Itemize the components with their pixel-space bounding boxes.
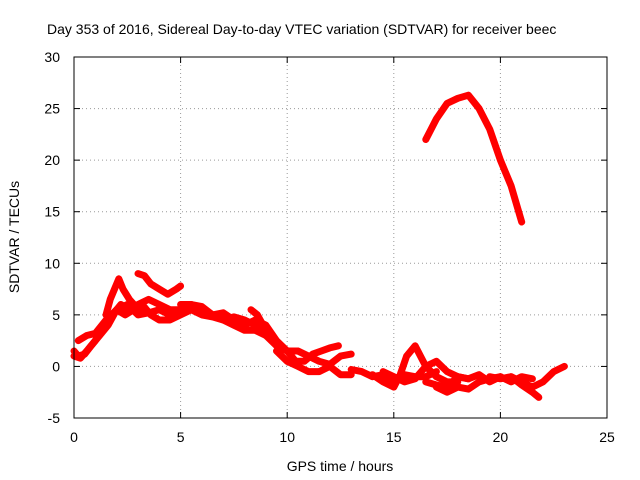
y-tick-label-0: -5 — [48, 410, 61, 426]
y-tick-label-2: 5 — [52, 307, 60, 323]
x-tick-label-2: 10 — [279, 429, 295, 445]
y-tick-label-4: 15 — [44, 204, 60, 220]
x-axis-label: GPS time / hours — [287, 458, 394, 474]
data-series — [70, 91, 568, 401]
y-tick-label-3: 10 — [44, 255, 60, 271]
series-line-7 — [273, 347, 355, 379]
series-line-10 — [369, 342, 462, 391]
axis-ticks: 0 5 10 15 20 25 -5 0 5 10 15 20 25 30 — [44, 49, 615, 445]
x-tick-label-5: 25 — [599, 429, 615, 445]
series-line-2 — [74, 301, 185, 345]
x-tick-label-1: 5 — [177, 429, 185, 445]
series-line-16 — [422, 91, 526, 226]
x-tick-label-4: 20 — [493, 429, 509, 445]
series-line-15 — [507, 373, 543, 401]
y-tick-label-7: 30 — [44, 49, 60, 65]
x-tick-label-3: 15 — [386, 429, 402, 445]
x-tick-label-0: 0 — [70, 429, 78, 445]
series-line-11 — [379, 357, 472, 386]
series-line-6 — [247, 306, 342, 365]
y-axis-label: SDTVAR / TECUs — [6, 181, 22, 293]
y-tick-label-6: 25 — [44, 101, 60, 117]
chart-title: Day 353 of 2016, Sidereal Day-to-day VTE… — [47, 21, 556, 37]
series-line-4 — [134, 270, 185, 298]
series-line-8 — [294, 347, 355, 368]
plot-frame — [73, 56, 608, 419]
series-line-3 — [102, 275, 146, 319]
y-tick-label-1: 0 — [52, 358, 60, 374]
y-tick-label-5: 20 — [44, 152, 60, 168]
